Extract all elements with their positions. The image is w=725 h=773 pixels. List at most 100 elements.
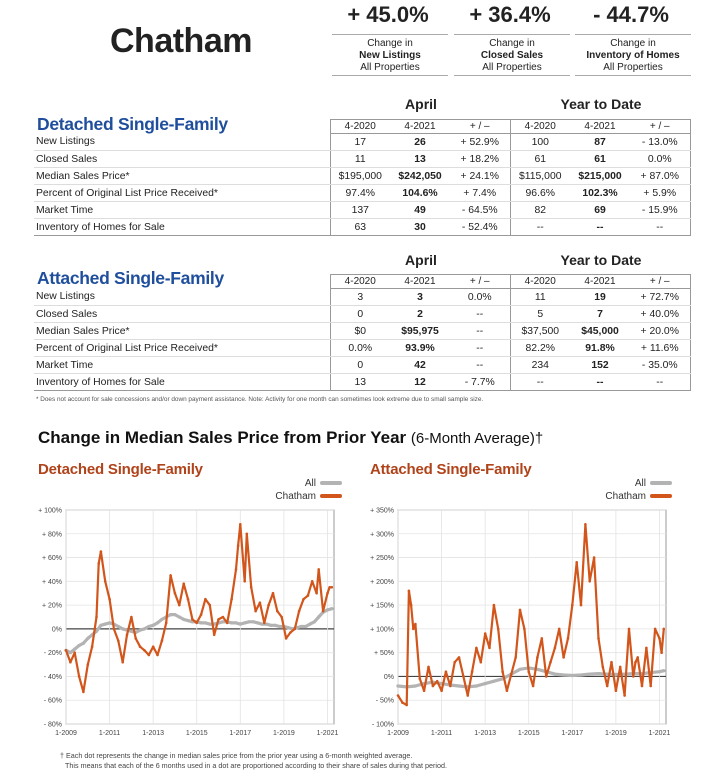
table-cell: + 40.0% xyxy=(630,305,691,323)
data-point-town xyxy=(239,523,242,526)
table-cell: 82 xyxy=(509,201,570,219)
table-cell: $115,000 xyxy=(509,167,570,185)
data-point-town xyxy=(221,615,225,619)
data-point-town xyxy=(212,633,216,637)
data-point-town xyxy=(263,621,266,625)
group-header-april: April xyxy=(405,96,437,112)
legend-swatch xyxy=(320,481,342,486)
x-tick-label: 1-2015 xyxy=(186,730,208,737)
data-point-town xyxy=(618,665,622,669)
table-cell: 102.3% xyxy=(570,184,630,202)
data-point-town xyxy=(151,645,155,648)
y-tick-label: + 50% xyxy=(374,650,394,657)
table-row: Market Time 137 49- 64.5% 82 69- 15.9% xyxy=(34,201,691,219)
data-point-all xyxy=(99,623,103,627)
data-point-town xyxy=(518,608,522,612)
section-title-attached: Attached Single-Family xyxy=(37,268,224,288)
y-tick-label: + 150% xyxy=(370,603,394,610)
table-cell: + 11.6% xyxy=(630,339,691,357)
data-point-town xyxy=(496,627,500,631)
x-tick-label: 1-2019 xyxy=(273,730,295,737)
data-point-town xyxy=(138,645,142,648)
table-cell: 30 xyxy=(390,218,450,236)
data-point-town xyxy=(435,679,439,683)
group-header-ytd: Year to Date xyxy=(560,96,642,112)
y-tick-label: - 20% xyxy=(44,650,62,657)
data-point-all xyxy=(103,622,107,626)
data-point-town xyxy=(173,591,177,595)
legend-attached: All Chatham xyxy=(550,477,672,503)
data-point-town xyxy=(544,675,548,678)
data-point-all xyxy=(657,670,662,674)
table-cell: 0.0% xyxy=(329,339,390,357)
data-point-town xyxy=(462,675,465,678)
x-tick-label: 1-2015 xyxy=(518,730,540,737)
median-price-chart-detached: + 100% + 80% + 60% + 40% + 20% 0% - 20% - 40% - … xyxy=(38,508,338,738)
table-cell: 0.0% xyxy=(450,288,510,306)
table-cell: 3 xyxy=(329,288,390,306)
data-point-town xyxy=(614,689,618,692)
y-tick-label: + 60% xyxy=(42,555,62,562)
column-header: + / – xyxy=(630,119,691,134)
data-point-town xyxy=(108,597,111,601)
data-point-town xyxy=(234,568,238,571)
data-point-town xyxy=(330,586,334,589)
data-point-town xyxy=(280,615,283,619)
y-tick-label: + 200% xyxy=(370,579,394,586)
table-cell: 93.9% xyxy=(390,339,450,357)
table-cell: 137 xyxy=(329,201,390,219)
table-cell: 87 xyxy=(570,133,630,151)
table-cell: 11 xyxy=(329,150,390,168)
data-point-all xyxy=(182,617,186,621)
row-label: Inventory of Homes for Sale xyxy=(34,373,330,391)
data-point-town xyxy=(321,609,325,613)
table-cell: 69 xyxy=(570,201,630,219)
data-point-all xyxy=(273,623,277,627)
charts-title-main: Change in Median Sales Price from Prior … xyxy=(38,428,407,447)
data-point-all xyxy=(596,672,601,676)
data-point-town xyxy=(103,580,107,583)
bottom-note: † Each dot represents the change in medi… xyxy=(60,751,447,771)
data-point-town xyxy=(69,660,72,664)
table-cell: -- xyxy=(450,339,510,357)
data-point-town xyxy=(130,615,133,619)
table-cell: 12 xyxy=(390,373,450,391)
table-cell: 100 xyxy=(509,133,570,151)
chart-title-detached: Detached Single-Family xyxy=(38,461,203,478)
summary-caption: Change in Closed Sales All Properties xyxy=(454,34,570,76)
legend-item-all: All xyxy=(550,477,672,490)
data-point-town xyxy=(536,656,539,659)
data-point-all xyxy=(86,636,90,640)
caption-line: Change in xyxy=(489,38,535,49)
row-label: Median Sales Price* xyxy=(34,322,330,340)
data-point-town xyxy=(191,618,194,621)
table-cell: 13 xyxy=(329,373,390,391)
data-point-town xyxy=(610,660,613,664)
column-header: 4-2021 xyxy=(390,274,450,289)
data-point-all xyxy=(94,629,99,633)
y-tick-label: - 80% xyxy=(44,722,62,729)
data-point-town xyxy=(440,689,443,692)
row-label: Closed Sales xyxy=(34,305,330,323)
column-header: + / – xyxy=(450,274,510,289)
table-cell: 0 xyxy=(329,356,390,374)
table-cell: 63 xyxy=(329,218,390,236)
data-point-town xyxy=(640,684,644,688)
data-point-town xyxy=(632,675,635,678)
data-point-all xyxy=(277,624,282,629)
data-point-town xyxy=(540,637,544,640)
data-point-all xyxy=(230,621,234,625)
table-cell: 152 xyxy=(570,356,630,374)
data-point-all xyxy=(286,626,290,630)
data-point-all xyxy=(474,684,478,688)
data-point-town xyxy=(117,639,120,643)
data-point-all xyxy=(147,624,151,629)
legend-item-town: Chatham xyxy=(220,490,342,503)
table-footnote: * Does not account for sale concessions … xyxy=(36,396,484,403)
data-point-town xyxy=(276,609,279,613)
data-point-town xyxy=(73,651,76,654)
data-point-all xyxy=(116,624,120,629)
table-cell: 61 xyxy=(509,150,570,168)
data-point-all xyxy=(173,613,177,617)
table-cell: + 24.1% xyxy=(450,167,510,185)
